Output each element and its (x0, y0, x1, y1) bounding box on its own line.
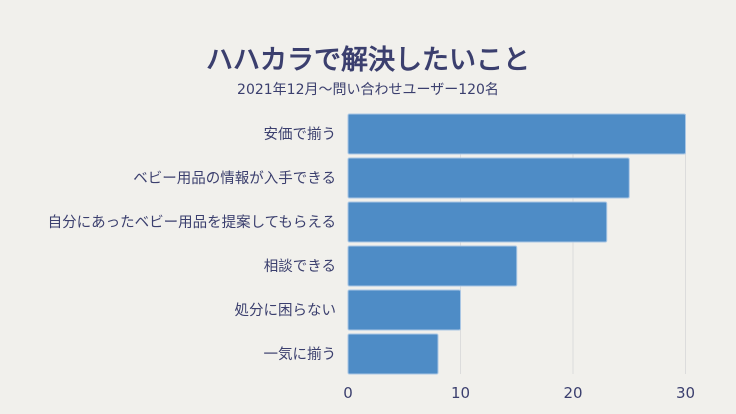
chart-subtitle: 2021年12月～問い合わせユーザー120名 (237, 82, 499, 98)
category-label: 処分に困らない (235, 302, 337, 319)
x-tick-label: 10 (451, 384, 470, 402)
x-tick-label: 20 (563, 384, 582, 402)
category-label: ベビー用品の情報が入手できる (133, 170, 336, 187)
bar (347, 245, 518, 287)
bar (347, 201, 608, 243)
bar (347, 333, 439, 375)
bar (347, 157, 630, 199)
category-label: 安価で揃う (264, 126, 337, 143)
category-label: 一気に揃う (264, 346, 337, 363)
chart-title: ハハカラで解決したいこと (206, 45, 530, 76)
x-tick-label: 0 (343, 384, 353, 402)
category-label: 相談できる (264, 258, 336, 275)
bar (347, 113, 686, 155)
category-label: 自分にあったベビー用品を提案してもらえる (48, 213, 336, 231)
x-tick-label: 30 (676, 384, 695, 402)
bar (347, 289, 461, 331)
